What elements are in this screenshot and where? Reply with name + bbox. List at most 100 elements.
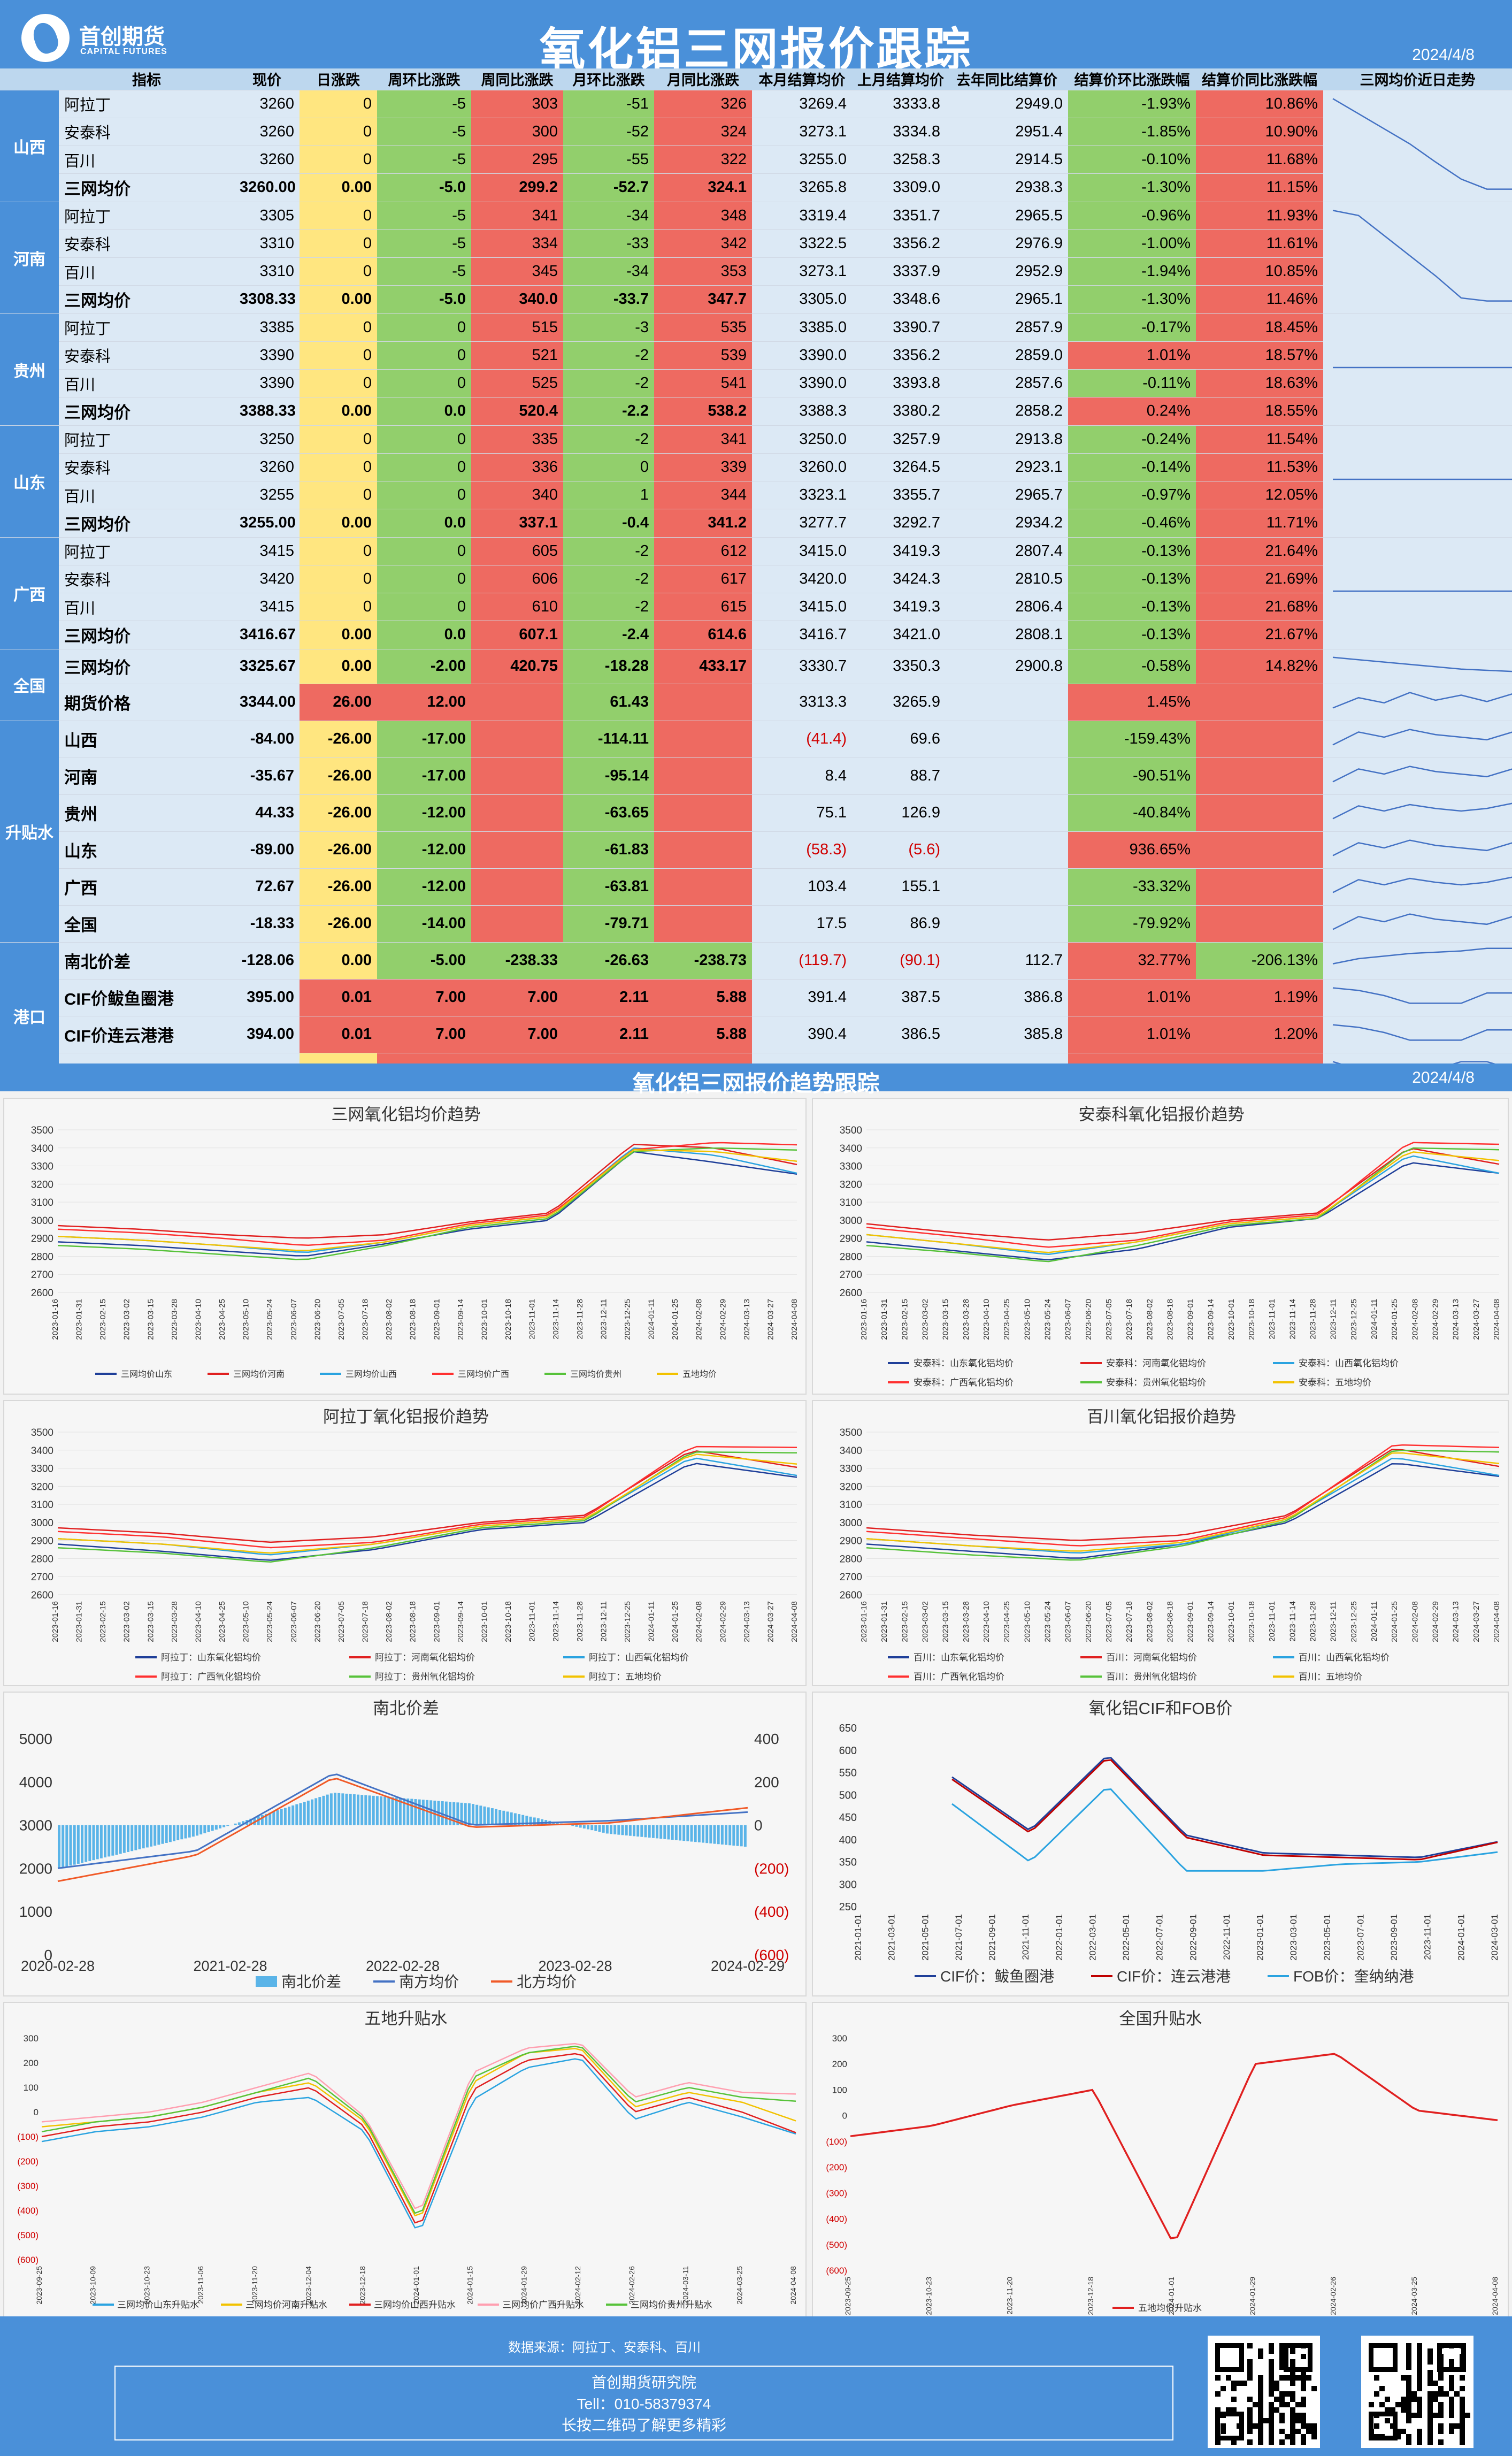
cell-value: 615 [654,593,752,622]
qr-module [1269,2439,1274,2445]
cell-value: 607.1 [471,621,563,649]
qr-module [1417,2413,1422,2418]
cell-value: 2857.6 [946,369,1068,398]
row-label: 三网均价 [59,173,234,202]
qr-module [1406,2418,1411,2423]
series-line [57,1142,797,1246]
x-tick-label: 2023-03-28 [962,1601,971,1642]
qr-finder [1284,2343,1313,2372]
cell-value: -159.43% [1068,721,1196,758]
qr-module [1369,2429,1374,2434]
bar [697,1825,701,1842]
bar [334,1793,337,1825]
qr-code-1[interactable] [1208,2336,1320,2448]
y-tick-label: 2600 [31,1590,53,1601]
bar [288,1807,291,1825]
footer-org: 首创期货研究院 [591,2374,696,2391]
qr-module [1301,2381,1306,2386]
cell-value: 2951.4 [946,118,1068,147]
cell-value: 2976.9 [946,229,1068,258]
x-tick-label: 2021-11-01 [1020,1914,1031,1960]
sparkline [1332,876,1512,893]
bar [651,1825,655,1838]
cell-value: 2914.5 [946,146,1068,174]
qr-module [1449,2397,1454,2402]
qr-module [1306,2429,1311,2434]
cell-value: 303 [471,90,563,118]
header-cell: 去年同比结算价 [946,68,1068,90]
chart-title: 氧化铝CIF和FOB价 [1089,1699,1233,1718]
cell-value [471,794,563,832]
row-label: 河南 [59,758,234,795]
bar [613,1825,617,1834]
qr-module [1269,2386,1274,2391]
cell-value: 2808.1 [946,621,1068,649]
qr-code-2[interactable] [1361,2336,1473,2448]
sparkline [1332,913,1512,930]
cell-value: 3390.0 [752,369,852,398]
bar [421,1800,425,1825]
row-label: 百川 [59,593,234,622]
y-tick-label: (400) [826,2214,847,2224]
cell-value: 0 [300,565,377,594]
y-tick-label: (500) [17,2230,39,2240]
bar [663,1825,666,1839]
series-line [57,1451,797,1563]
cell-value [654,794,752,832]
cell-value [1196,831,1323,869]
row-label: 安泰科 [59,565,234,594]
series-line [57,1773,748,1869]
x-tick-label: 2023-10-18 [504,1299,513,1340]
cell-value: 3257.9 [852,425,946,454]
cell-value: 3348.6 [852,285,946,314]
x-tick-label: 2023-09-01 [1389,1914,1399,1961]
qr-module [1433,2391,1438,2397]
cell-value: 3310 [234,229,300,258]
table-row: 安泰科 3260 0 -5 300 -52 324 3273.1 3334.8 2951.4 -1.… [0,118,1512,147]
cell-value: 395.00 [234,979,300,1016]
qr-module [1301,2418,1306,2423]
bar [743,1825,747,1847]
bar [728,1825,732,1846]
series-line [57,1149,797,1251]
y-tick-label: 2700 [840,1572,862,1583]
footer: 数据来源：阿拉丁、安泰科、百川 首创期货研究院 Tell：010-5837937… [0,2316,1512,2456]
bar [464,1803,467,1825]
legend-swatch [256,1976,277,1987]
cell-value: -84.00 [234,721,300,758]
qr-module [1427,2348,1433,2354]
cell-value: 606 [471,565,563,594]
bar [306,1800,310,1825]
cell-value: 18.55% [1196,397,1323,426]
y-tick-label: (100) [826,2137,847,2147]
bar [605,1825,609,1834]
bar [214,1825,218,1830]
qr-module [1231,2439,1237,2445]
qr-module [1460,2343,1465,2348]
cell-value: -5 [377,90,471,118]
bar [283,1808,287,1825]
section-title: 氧化铝三网报价趋势跟踪 [632,1071,880,1096]
cell-value [654,831,752,869]
cell-value: 0 [377,313,471,342]
table-row: 广西 72.67 -26.00 -12.00 -63.81 103.4 155.1 -33.3… [0,868,1512,906]
qr-module [1290,2370,1295,2375]
bar [575,1825,578,1827]
legend-label: 阿拉丁：山东氧化铝均价 [161,1652,261,1663]
bar [483,1806,486,1825]
cell-value: 0.00 [300,397,377,426]
cell-value: 3385.0 [752,313,852,342]
qr-finder [1369,2343,1398,2372]
bar [475,1804,479,1825]
x-tick-label: 2024-01-11 [1370,1299,1379,1340]
x-tick-label: 2023-10-01 [480,1299,489,1340]
logo-icon [21,14,70,62]
qr-module [1221,2386,1226,2391]
x-tick-label: 2023-09-01 [432,1299,441,1340]
y-tick-label: 3100 [31,1197,53,1208]
cell-value: 86.9 [852,905,946,943]
qr-module [1417,2429,1422,2434]
cell-value: 612 [654,537,752,565]
qr-module [1374,2391,1379,2397]
header-cell: 周同比涨跌 [471,68,563,90]
